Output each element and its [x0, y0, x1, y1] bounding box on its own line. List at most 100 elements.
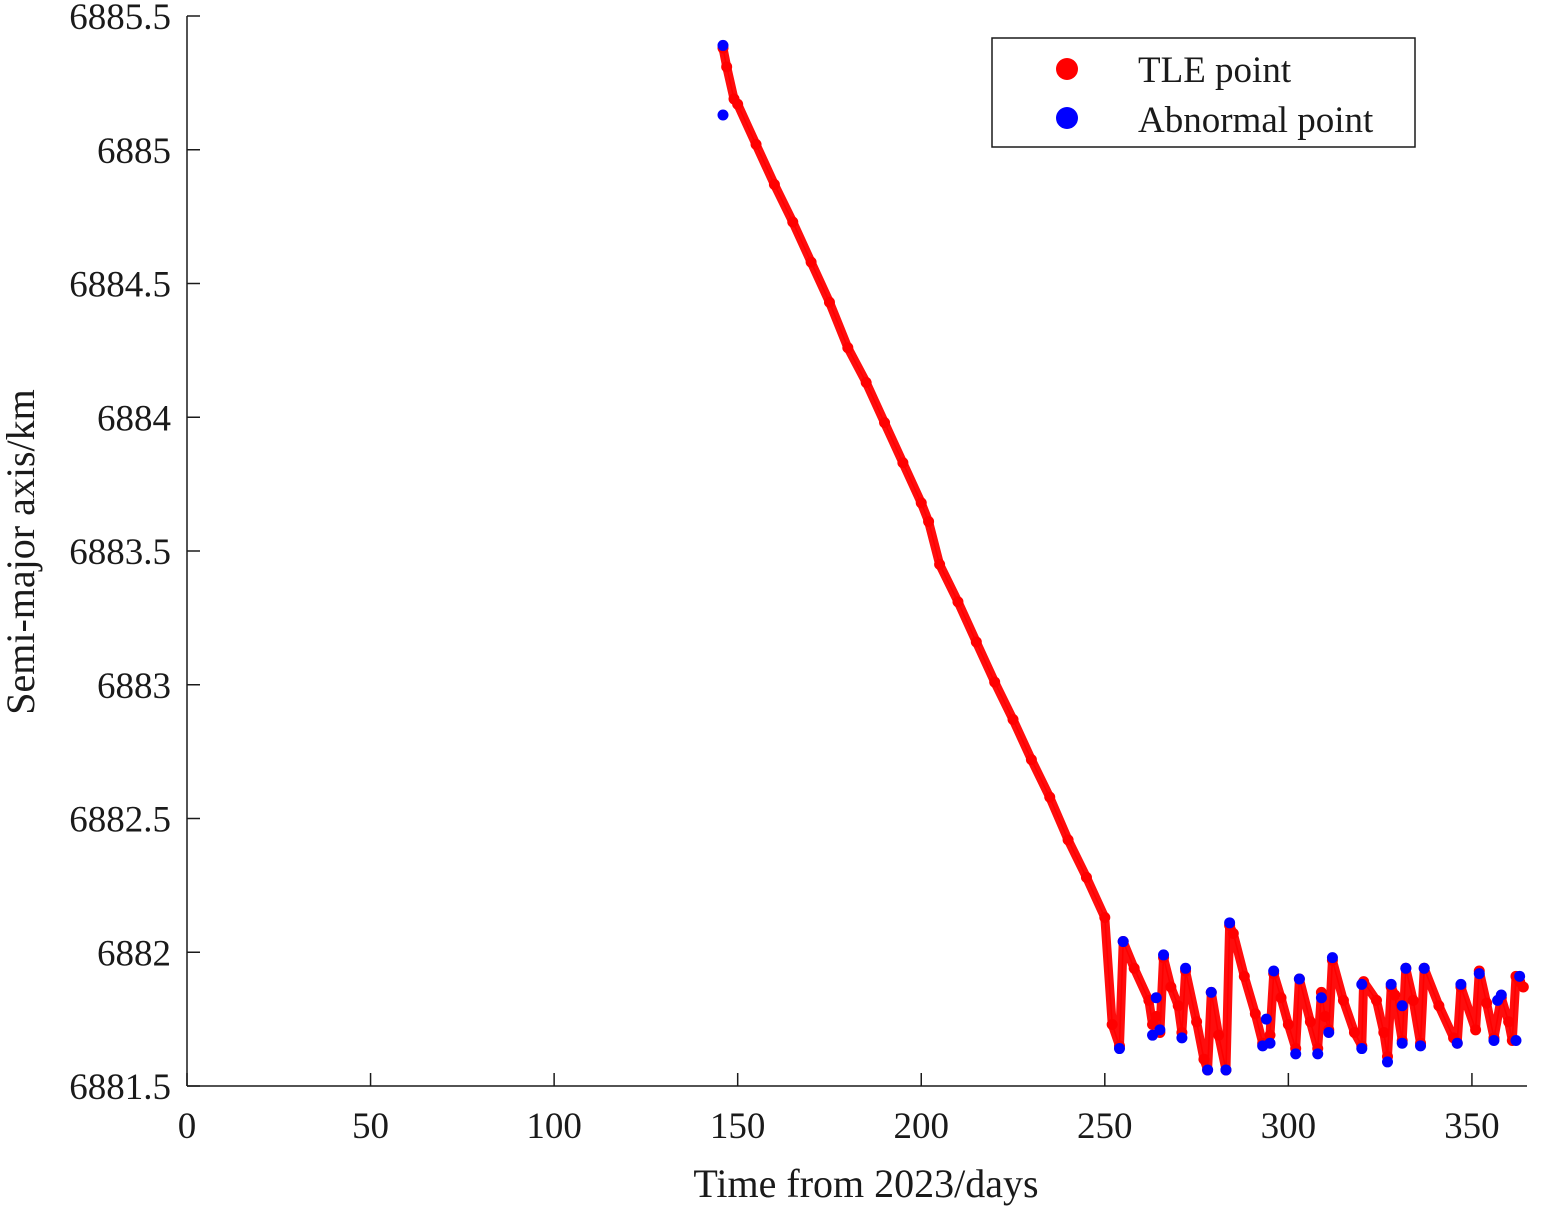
abnormal-point — [1268, 965, 1280, 977]
abnormal-point — [1290, 1048, 1302, 1060]
tle-point — [879, 417, 891, 429]
abnormal-point — [1312, 1048, 1324, 1060]
axes-layer: 6881.5 6882 6882.5 6883 6883.5 6884 6884.5 6885… — [69, 0, 1527, 1147]
abnormal-point — [1315, 992, 1327, 1004]
tle-point — [1213, 1029, 1225, 1041]
tle-point — [787, 216, 799, 228]
x-tick-label: 200 — [893, 1106, 949, 1147]
x-tick-label: 350 — [1444, 1106, 1500, 1147]
tle-point — [1198, 1053, 1210, 1065]
tle-point — [1099, 911, 1111, 923]
tle-point — [721, 61, 733, 73]
x-tick-label: 50 — [352, 1106, 389, 1147]
tle-point — [1191, 1016, 1203, 1028]
tle-point — [1282, 1018, 1294, 1030]
x-tick-label: 300 — [1261, 1106, 1317, 1147]
abnormal-point — [1473, 968, 1485, 980]
abnormal-point — [1396, 1000, 1408, 1012]
abnormal-point — [1158, 949, 1170, 961]
y-tick-label: 6884 — [97, 398, 171, 439]
tle-point — [1150, 1010, 1162, 1022]
abnormal-point — [1396, 1037, 1408, 1049]
abnormal-point — [1356, 1043, 1368, 1055]
tle-point — [1007, 714, 1019, 726]
legend-marker-tle-point — [1056, 58, 1078, 80]
tle-point — [1517, 981, 1529, 993]
tle-point — [923, 516, 935, 528]
abnormal-point — [1451, 1037, 1463, 1049]
tle-point — [1249, 1008, 1261, 1020]
tle-point — [1378, 1027, 1390, 1038]
tle-point — [1025, 754, 1037, 766]
tle-point — [1062, 834, 1074, 846]
tle-point — [1481, 997, 1493, 1009]
abnormal-point — [1326, 952, 1338, 964]
tle-point — [1238, 970, 1250, 982]
tle-point — [897, 457, 909, 469]
abnormal-point — [1418, 962, 1430, 974]
abnormal-point — [1176, 1032, 1188, 1044]
tle-point — [1080, 871, 1092, 883]
x-tick-label: 250 — [1077, 1106, 1133, 1147]
tle-point — [1348, 1027, 1360, 1038]
abnormal-point — [1220, 1064, 1232, 1076]
legend-box — [991, 37, 1416, 148]
y-tick-label: 6882.5 — [69, 800, 171, 841]
abnormal-point — [1455, 978, 1467, 990]
abnormal-point — [1205, 986, 1217, 998]
tle-point — [732, 98, 744, 110]
legend: TLE point Abnormal point — [991, 37, 1416, 148]
x-tick-label: 150 — [710, 1106, 766, 1147]
y-tick-label: 6885.5 — [69, 0, 171, 38]
abnormal-point — [1514, 970, 1526, 982]
tle-point — [1389, 989, 1401, 1001]
abnormal-point — [1113, 1043, 1125, 1055]
x-tick-label: 0 — [178, 1106, 197, 1147]
tle-point — [1227, 928, 1239, 940]
tle-point — [805, 256, 817, 268]
tle-series-line — [722, 47, 1524, 1071]
tle-point — [1172, 1000, 1184, 1012]
abnormal-point — [717, 39, 729, 51]
abnormal-point — [1495, 989, 1507, 1001]
abnormal-point — [1415, 1040, 1427, 1052]
x-tick-label: 100 — [526, 1106, 582, 1147]
tle-point — [989, 676, 1001, 688]
tle-point — [1264, 1029, 1276, 1041]
legend-marker-abnormal-point — [1056, 107, 1078, 129]
tle-point — [1275, 992, 1287, 1004]
abnormal-point — [1381, 1056, 1393, 1068]
y-tick-label: 6882 — [97, 933, 171, 974]
tle-point — [1503, 1016, 1515, 1028]
legend-label-abnormal-point: Abnormal point — [1138, 100, 1374, 141]
abnormal-point — [1323, 1027, 1335, 1038]
abnormal-point — [1180, 962, 1192, 974]
tle-point — [1433, 1000, 1445, 1012]
abnormal-point — [1293, 973, 1305, 985]
y-axis-title: Semi-major axis/km — [0, 389, 43, 715]
abnormal-point — [1117, 936, 1129, 948]
tle-point — [915, 497, 927, 509]
abnormal-point-layer — [717, 39, 1526, 1076]
tle-point — [1319, 1010, 1331, 1022]
y-tick-label: 6883.5 — [69, 532, 171, 573]
abnormal-point — [1260, 1013, 1272, 1025]
tle-point — [842, 342, 854, 354]
y-tick-label: 6883 — [97, 666, 171, 707]
abnormal-point — [1264, 1037, 1276, 1049]
abnormal-point — [1488, 1035, 1500, 1047]
tle-point — [952, 596, 964, 608]
tle-point — [823, 296, 835, 308]
y-tick-label: 6885 — [97, 131, 171, 172]
tle-series-band — [718, 43, 1528, 1075]
tle-point — [750, 138, 762, 150]
abnormal-point — [1385, 978, 1397, 990]
abnormal-point — [1202, 1064, 1214, 1076]
tle-point — [1470, 1024, 1482, 1036]
abnormal-point — [1510, 1035, 1522, 1047]
tle-point — [1407, 994, 1419, 1006]
abnormal-point — [1154, 1024, 1166, 1036]
tle-point — [1337, 994, 1349, 1006]
